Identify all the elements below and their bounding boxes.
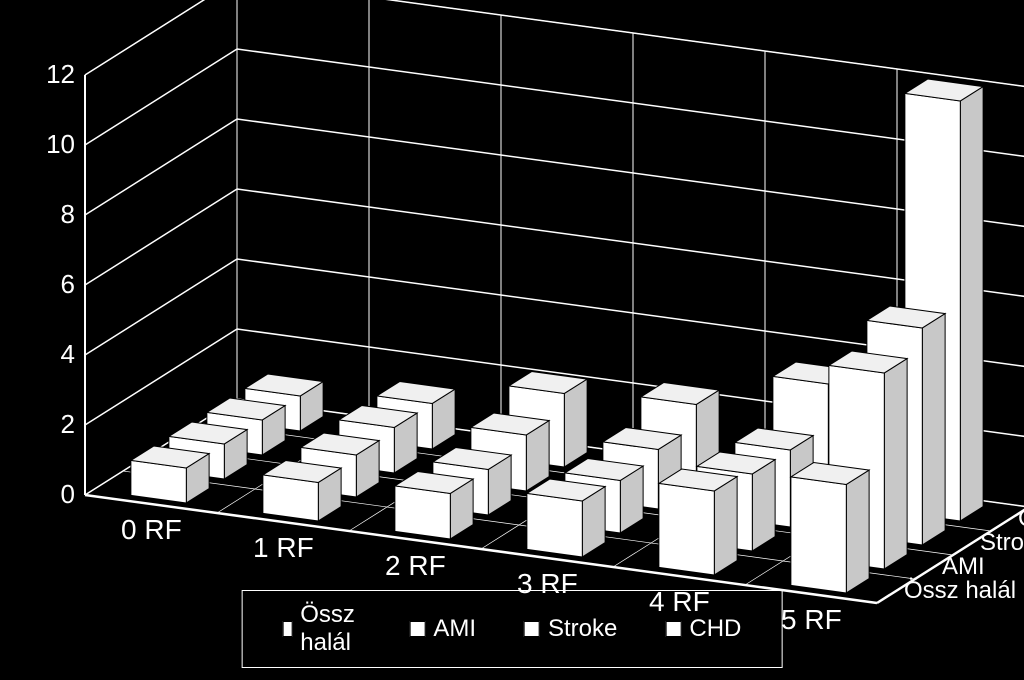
y-tick-label: 4 xyxy=(25,339,75,370)
x-tick-label: 2 RF xyxy=(385,550,446,582)
x-tick-label: 1 RF xyxy=(253,532,314,564)
legend-item: Össz halál xyxy=(283,601,362,657)
x-tick-label: 5 RF xyxy=(781,604,842,636)
legend-label: Össz halál xyxy=(300,601,361,657)
y-tick-label: 10 xyxy=(25,129,75,160)
y-tick-label: 0 xyxy=(25,479,75,510)
legend-swatch xyxy=(283,621,293,637)
legend-item: Stroke xyxy=(524,615,617,643)
z-series-label: Össz halál xyxy=(904,577,1016,605)
y-tick-label: 2 xyxy=(25,409,75,440)
y-tick-label: 6 xyxy=(25,269,75,300)
y-tick-label: 12 xyxy=(25,59,75,90)
z-series-label: CHD xyxy=(1018,505,1024,533)
legend-swatch xyxy=(665,621,681,637)
legend-label: AMI xyxy=(433,615,476,643)
x-tick-label: 0 RF xyxy=(121,514,182,546)
legend-swatch xyxy=(409,621,425,637)
legend-label: Stroke xyxy=(548,615,617,643)
legend-swatch xyxy=(524,621,540,637)
chart-svg xyxy=(0,0,1024,680)
z-series-label: AMI xyxy=(942,553,985,581)
legend-item: AMI xyxy=(409,615,476,643)
legend-item: CHD xyxy=(665,615,741,643)
legend: Össz halál AMI Stroke CHD xyxy=(242,590,783,668)
legend-label: CHD xyxy=(689,615,741,643)
y-tick-label: 8 xyxy=(25,199,75,230)
chart-3d-bar: { "chart": { "type": "3d-bar", "backgrou… xyxy=(0,0,1024,680)
z-series-label: Stroke xyxy=(980,529,1024,557)
